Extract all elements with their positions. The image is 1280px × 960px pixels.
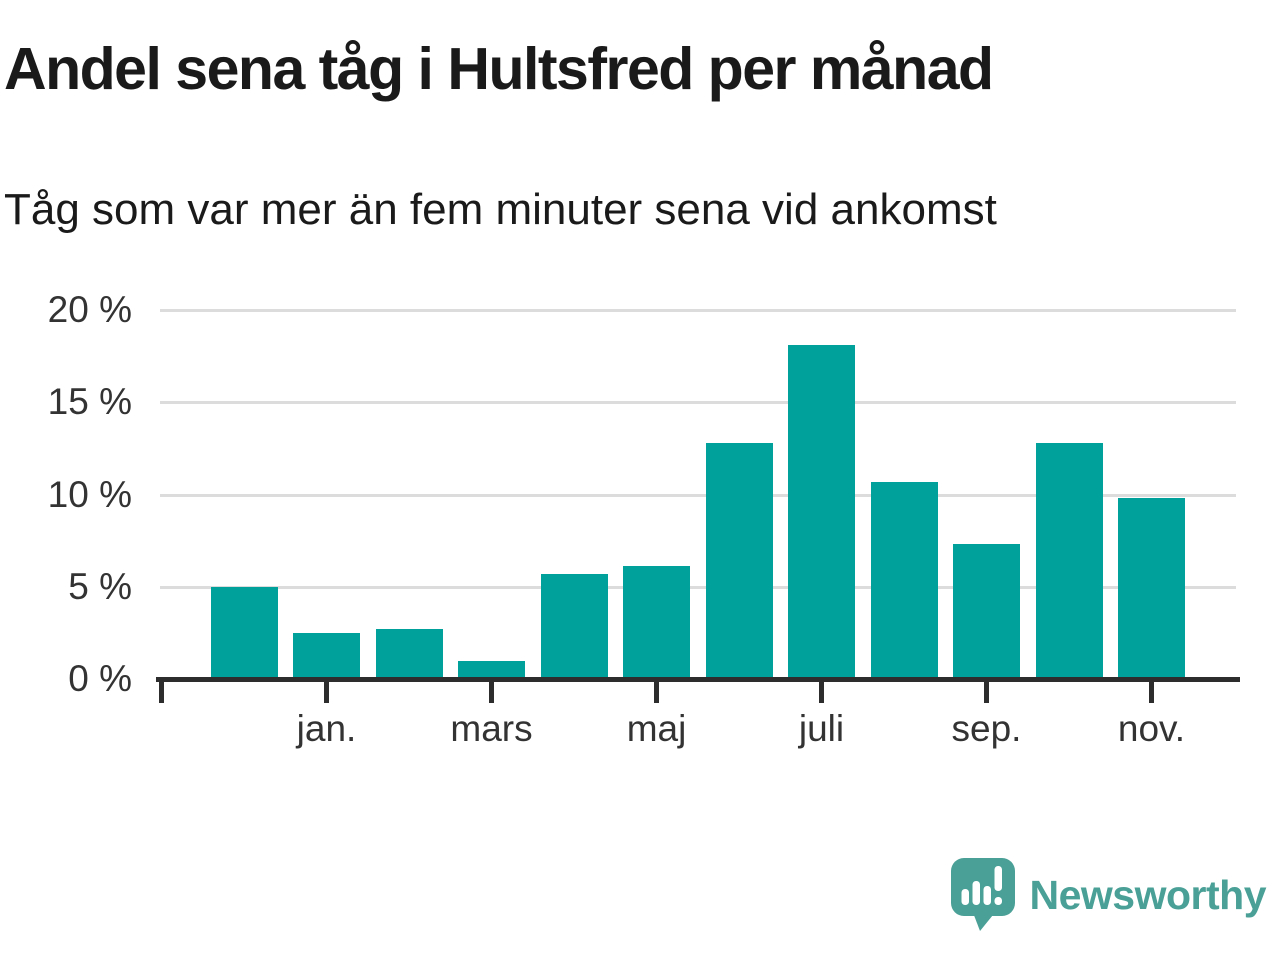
plot-area: jan. mars maj juli sep. nov. — [156, 309, 1240, 749]
bar-mars — [458, 660, 525, 679]
gridline-15pct — [160, 401, 1236, 405]
x-tick-label: jan. — [296, 708, 357, 749]
bar-jan — [293, 632, 360, 679]
bar-maj — [623, 566, 690, 679]
bar-nov — [1118, 498, 1185, 679]
bar-juni — [705, 442, 773, 679]
bar-juli — [788, 345, 855, 679]
chart-subtitle: Tåg som var mer än fem minuter sena vid … — [4, 185, 997, 234]
y-tick-label: 5 % — [68, 565, 132, 607]
y-tick-label: 0 % — [68, 658, 132, 699]
newsworthy-bubble-chart-icon — [950, 858, 1015, 931]
x-axis-tick — [324, 677, 329, 703]
x-tick-label: nov. — [1117, 708, 1186, 749]
x-axis-tick — [819, 677, 824, 703]
bar-feb — [375, 629, 443, 679]
bar-apr — [540, 573, 608, 679]
chart-title: Andel sena tåg i Hultsfred per månad — [4, 36, 994, 102]
bar-sep — [953, 544, 1020, 679]
x-axis-line — [156, 677, 1240, 682]
x-tick-label: mars — [450, 708, 533, 749]
y-axis-labels: 20 % 15 % 10 % 5 % 0 % — [30, 289, 132, 699]
newsworthy-wordmark: Newsworthy — [1029, 871, 1267, 918]
x-axis-tick — [489, 677, 494, 703]
x-axis-tick — [159, 677, 164, 703]
x-axis-tick — [654, 677, 659, 703]
y-tick-label: 20 % — [47, 289, 132, 330]
x-tick-label: maj — [626, 708, 687, 749]
gridline-20pct — [160, 309, 1236, 312]
newsworthy-logo: Newsworthy — [950, 856, 1267, 934]
gridline-5pct — [160, 585, 1236, 589]
bar-dec — [210, 586, 278, 679]
bar-aug — [870, 481, 938, 679]
x-axis-tick — [984, 677, 989, 703]
gridline-10pct — [160, 493, 1236, 497]
y-tick-label: 10 % — [47, 473, 132, 515]
x-tick-label: juli — [798, 708, 845, 749]
x-tick-label: sep. — [951, 708, 1022, 749]
x-axis-tick — [1149, 677, 1154, 703]
y-tick-label: 15 % — [47, 381, 132, 423]
bar-okt — [1035, 442, 1103, 679]
